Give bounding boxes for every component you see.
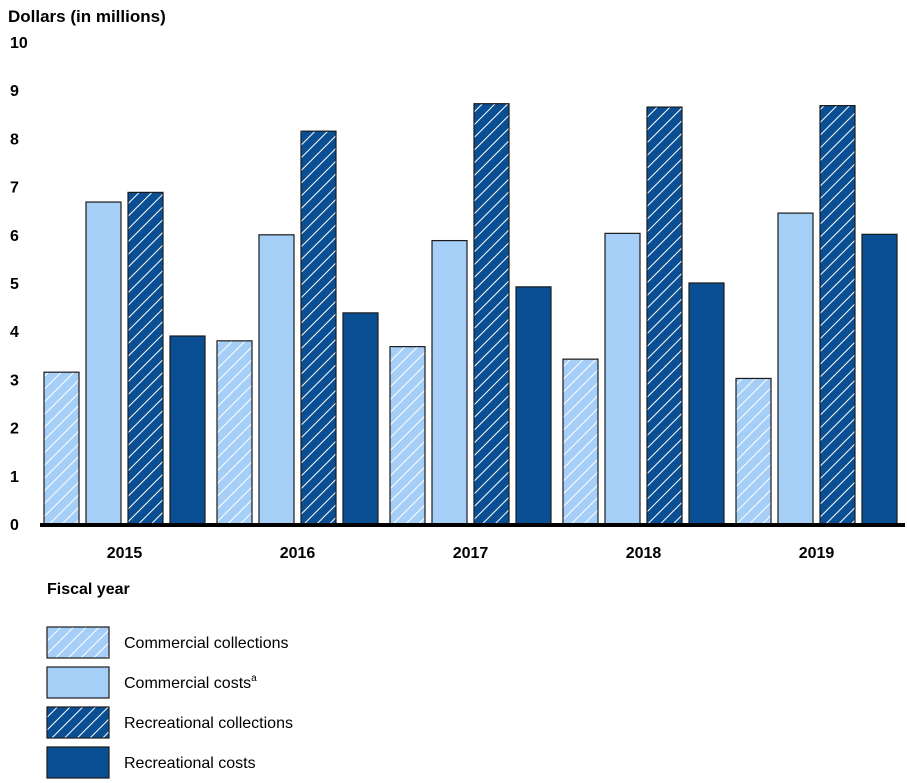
y-tick-label: 0 xyxy=(10,517,19,534)
bar-recreational-collections-2015 xyxy=(127,191,164,525)
legend-label: Recreational costs xyxy=(124,755,256,772)
bars xyxy=(40,103,905,527)
bar-commercial-costs-2016 xyxy=(258,234,295,525)
bar-commercial-collections-2017 xyxy=(389,346,426,525)
y-tick-label: 3 xyxy=(10,372,19,389)
bar-commercial-costs-2015 xyxy=(85,201,122,525)
bar-recreational-collections-2016 xyxy=(300,130,337,525)
x-tick-label: 2018 xyxy=(626,545,662,562)
y-tick-label: 5 xyxy=(10,276,19,293)
y-tick-label: 2 xyxy=(10,421,19,438)
y-tick-label: 6 xyxy=(10,228,19,245)
legend-label: Commercial collections xyxy=(124,635,289,652)
bar-recreational-collections-2017 xyxy=(473,103,510,525)
legend-swatch xyxy=(46,746,110,779)
y-ticks: 0 1 2 3 4 5 6 7 8 9 10 xyxy=(10,35,28,534)
y-tick-label: 7 xyxy=(10,180,19,197)
legend-swatch xyxy=(46,626,110,659)
y-tick-label: 10 xyxy=(10,35,28,52)
bar-recreational-costs-2017 xyxy=(515,286,552,525)
y-axis-label: Dollars (in millions) xyxy=(8,7,166,26)
bar-commercial-collections-2019 xyxy=(735,377,772,525)
legend-swatch xyxy=(46,706,110,739)
bar-recreational-costs-2018 xyxy=(688,282,725,525)
y-tick-label: 9 xyxy=(10,83,19,100)
x-tick-label: 2016 xyxy=(280,545,316,562)
bar-commercial-collections-2018 xyxy=(562,358,599,525)
y-tick-label: 4 xyxy=(10,324,19,341)
legend: Commercial collections Commercial costsa R… xyxy=(46,626,293,779)
y-tick-label: 8 xyxy=(10,131,19,148)
x-axis-label: Fiscal year xyxy=(47,581,130,598)
y-tick-label: 1 xyxy=(10,469,19,486)
bar-commercial-costs-2018 xyxy=(604,232,641,525)
legend-label: Commercial costsa xyxy=(124,673,257,692)
x-tick-label: 2017 xyxy=(453,545,489,562)
bar-commercial-collections-2016 xyxy=(216,340,253,525)
x-ticks: 2015 2016 2017 2018 2019 xyxy=(107,545,835,562)
x-tick-label: 2015 xyxy=(107,545,143,562)
bar-recreational-collections-2019 xyxy=(819,105,856,525)
bar-recreational-collections-2018 xyxy=(646,106,683,525)
legend-swatch xyxy=(46,666,110,699)
bar-commercial-collections-2015 xyxy=(43,371,80,525)
bar-recreational-costs-2019 xyxy=(861,233,898,525)
bar-recreational-costs-2015 xyxy=(169,335,206,525)
bar-commercial-costs-2017 xyxy=(431,239,468,525)
bar-recreational-costs-2016 xyxy=(342,312,379,525)
bar-commercial-costs-2019 xyxy=(777,212,814,525)
x-tick-label: 2019 xyxy=(799,545,835,562)
legend-label: Recreational collections xyxy=(124,715,293,732)
